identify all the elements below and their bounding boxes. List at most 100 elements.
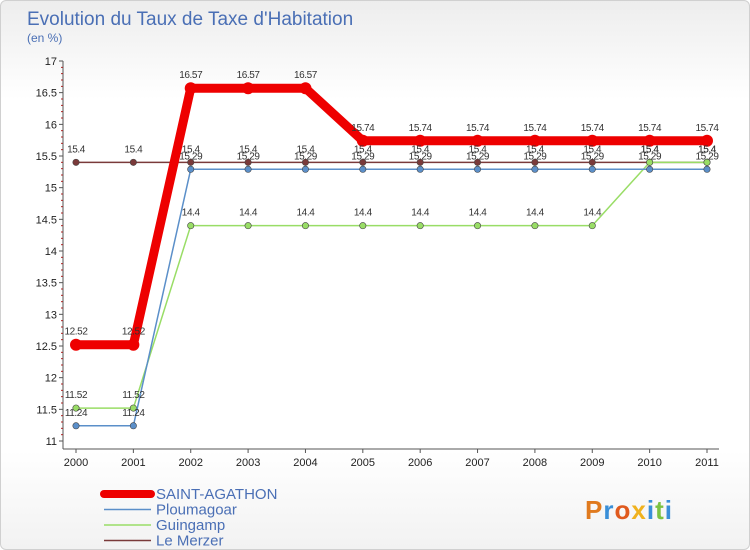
data-point [416, 158, 424, 166]
y-tick-label: 15.5 [36, 151, 57, 163]
y-tick-label: 14.5 [36, 214, 57, 226]
data-point [72, 422, 80, 430]
data-point [703, 165, 711, 173]
y-tick-label: 11.5 [36, 404, 57, 416]
data-label: 12.52 [64, 327, 88, 338]
data-point [242, 82, 255, 95]
x-tick-label: 2005 [351, 457, 375, 469]
data-label: 16.57 [179, 70, 203, 81]
y-tick-label: 16 [45, 119, 57, 131]
x-tick-label: 2010 [637, 457, 661, 469]
data-point [646, 165, 654, 173]
data-label: 15.74 [351, 123, 375, 134]
x-tick-label: 2008 [523, 457, 547, 469]
legend-label: SAINT-AGATHON [156, 486, 277, 503]
logo-letter: i [665, 495, 673, 525]
data-label: 15.29 [237, 151, 261, 162]
data-point [643, 134, 656, 147]
data-point [299, 82, 312, 95]
data-label: 12.52 [122, 327, 146, 338]
data-label: 15.29 [466, 151, 490, 162]
y-tick-label: 11 [46, 436, 57, 448]
chart-title: Evolution du Taux de Taxe d'Habitation [27, 9, 353, 30]
data-label: 15.4 [469, 144, 488, 155]
series-layer [70, 82, 713, 430]
logo-text: Proxiti [585, 495, 673, 525]
data-point [474, 165, 482, 173]
data-point [531, 222, 539, 230]
data-label: 14.4 [526, 208, 545, 219]
data-label: 14.4 [583, 208, 602, 219]
series-ploumagoar [72, 165, 711, 430]
data-point [129, 158, 137, 166]
data-point [703, 158, 711, 166]
data-label: 15.4 [698, 144, 717, 155]
logo-letter: x [631, 495, 646, 525]
data-label: 15.4 [583, 144, 602, 155]
data-point [184, 82, 197, 95]
x-tick-label: 2004 [293, 457, 317, 469]
data-label: 14.4 [297, 208, 316, 219]
data-point [531, 158, 539, 166]
data-label: 16.57 [294, 70, 318, 81]
data-label: 15.4 [239, 144, 258, 155]
proxiti-logo: Proxiti [585, 495, 673, 525]
data-label: 16.57 [237, 70, 261, 81]
legend-label: Ploumagoar [156, 502, 237, 519]
data-label: 15.74 [695, 123, 719, 134]
data-label: 11.52 [65, 390, 88, 401]
data-label: 11.52 [122, 390, 145, 401]
data-label: 15.4 [698, 144, 717, 155]
x-tick-label: 2007 [465, 457, 489, 469]
data-point [187, 222, 195, 230]
data-label: 15.74 [638, 123, 662, 134]
data-label: 14.4 [182, 208, 201, 219]
data-point [528, 134, 541, 147]
data-label: 15.4 [411, 144, 430, 155]
data-point [244, 165, 252, 173]
data-label: 15.29 [179, 151, 203, 162]
logo-letter: o [614, 495, 631, 525]
series-line [75, 161, 708, 409]
x-tick-label: 2006 [408, 457, 432, 469]
y-tick-label: 17 [45, 56, 57, 68]
data-point [244, 222, 252, 230]
data-point [701, 134, 713, 147]
data-point [471, 134, 484, 147]
data-label: 15.4 [526, 144, 545, 155]
logo-letter: r [603, 495, 614, 525]
data-point [301, 158, 309, 166]
data-point [359, 165, 367, 173]
data-point [531, 165, 539, 173]
data-label: 14.4 [239, 208, 258, 219]
data-label: 15.74 [523, 123, 547, 134]
data-label: 15.29 [695, 151, 719, 162]
data-point [474, 222, 482, 230]
data-point [414, 134, 427, 147]
y-tick-label: 12 [45, 373, 57, 385]
logo-letter: P [585, 495, 603, 525]
x-tick-label: 2000 [64, 457, 88, 469]
series-le-merzer [72, 158, 711, 166]
y-tick-label: 15 [45, 183, 57, 195]
data-label: 15.29 [409, 151, 433, 162]
data-label: 15.4 [182, 144, 201, 155]
data-label: 15.4 [67, 144, 86, 155]
chart-subtitle: (en %) [27, 31, 62, 45]
data-point [301, 165, 309, 173]
y-tick-label: 14 [45, 246, 57, 258]
legend-label: Le Merzer [156, 533, 224, 550]
data-label: 15.4 [641, 144, 660, 155]
data-point [72, 404, 80, 412]
logo-letter: t [655, 495, 665, 525]
data-point [416, 165, 424, 173]
x-tick-label: 2003 [236, 457, 260, 469]
axes: 11 11.5 12 12.5 13 13.5 14 14.5 15 15.5 16 16.5 17 20… [36, 56, 719, 469]
data-point [187, 158, 195, 166]
x-tick-label: 2011 [695, 457, 719, 469]
data-label: 14.4 [469, 208, 488, 219]
data-label: 11.24 [65, 408, 88, 419]
data-point [416, 222, 424, 230]
